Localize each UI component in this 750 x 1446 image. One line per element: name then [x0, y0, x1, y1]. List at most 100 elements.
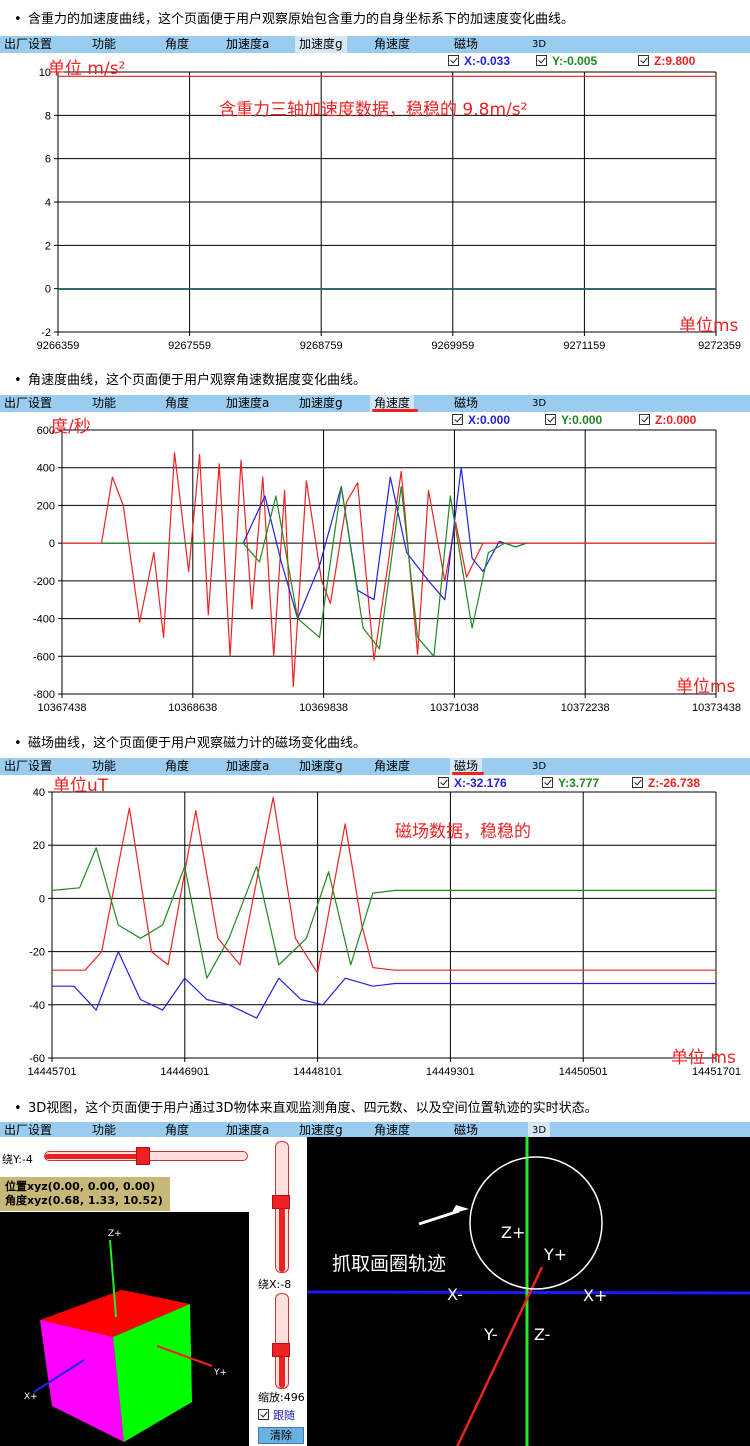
- y-tick-label: -400: [33, 614, 55, 626]
- annotation-unit-y: 单位 m/s²: [48, 59, 126, 79]
- legend-z[interactable]: Z:-26.738: [632, 776, 700, 790]
- x-tick-label: 14451701: [692, 1066, 741, 1078]
- zoom-slider[interactable]: [272, 1293, 290, 1389]
- annotation-unit-y: 单位uT: [53, 776, 109, 796]
- follow-toggle[interactable]: 跟随: [258, 1407, 295, 1423]
- series-line-y: [51, 847, 716, 979]
- tab-accel-a[interactable]: 加速度a: [226, 759, 270, 773]
- tab-magnetic[interactable]: 磁场: [454, 1123, 479, 1137]
- slider-x-label: 绕X:-8: [258, 1278, 292, 1291]
- y-tick-label: 20: [33, 840, 45, 852]
- caption-accel-gravity: • 含重力的加速度曲线，这个页面便于用户观察原始包含重力的自身坐标系下的加速度变化…: [14, 12, 575, 27]
- caption-magnetic: • 磁场曲线，这个页面便于用户观察磁力计的磁场变化曲线。: [14, 736, 367, 751]
- x-tick-label: 9272359: [698, 340, 741, 352]
- y-tick-label: 0: [49, 538, 55, 550]
- annotation-note: 磁场数据，稳稳的: [395, 822, 531, 842]
- tab-accel-g[interactable]: 加速度g: [299, 1123, 343, 1137]
- slider-y-label: 绕Y:-4: [2, 1153, 33, 1166]
- tab-factory-settings[interactable]: 出厂设置: [4, 396, 53, 410]
- rotate-y-slider[interactable]: [44, 1147, 248, 1165]
- checkbox-x[interactable]: [452, 414, 463, 425]
- tab-angle[interactable]: 角度: [165, 759, 190, 773]
- y-tick-label: -200: [33, 576, 55, 588]
- tab-accel-a[interactable]: 加速度a: [226, 1123, 270, 1137]
- tab-function[interactable]: 功能: [92, 1123, 117, 1137]
- info-box: 位置xyz(0.00, 0.00, 0.00) 角度xyz(0.68, 1.33…: [0, 1177, 170, 1211]
- checkbox-x[interactable]: [438, 777, 449, 788]
- y-tick-label: 200: [37, 500, 55, 512]
- checkbox-y[interactable]: [536, 55, 547, 66]
- series-line-z: [52, 796, 716, 974]
- legend-y[interactable]: Y:3.777: [542, 776, 599, 790]
- x-tick-label: 14450501: [559, 1066, 608, 1078]
- tab-3d[interactable]: 3D: [532, 761, 547, 772]
- legend-y[interactable]: Y:-0.005: [536, 54, 597, 68]
- tab-function[interactable]: 功能: [92, 396, 117, 410]
- annotation-note: 含重力三轴加速度数据，稳稳的 9.8m/s²: [219, 100, 528, 120]
- tab-function[interactable]: 功能: [92, 37, 117, 51]
- tab-accel-a[interactable]: 加速度a: [226, 396, 270, 410]
- legend-x[interactable]: X:0.000: [452, 413, 510, 427]
- checkbox-z[interactable]: [632, 777, 643, 788]
- checkbox-x[interactable]: [448, 55, 459, 66]
- chart-panel-accel-gravity: 10 8 6 4 2 0 -2 9266359 9267559 9268759 9269959 927…: [0, 53, 750, 355]
- tab-3d[interactable]: 3D: [528, 1122, 551, 1139]
- y-tick-label: 400: [37, 463, 55, 475]
- x-tick-label: 10372238: [561, 702, 610, 714]
- x-tick-label: 9269959: [431, 340, 474, 352]
- tab-gyro[interactable]: 角速度: [374, 1123, 411, 1137]
- world-axis-y: [456, 1266, 544, 1446]
- legend-x[interactable]: X:-32.176: [438, 776, 507, 790]
- tab-3d[interactable]: 3D: [532, 398, 547, 409]
- x-tick-label: 14445701: [28, 1066, 77, 1078]
- tab-magnetic[interactable]: 磁场: [454, 396, 479, 410]
- position-readout: 位置xyz(0.00, 0.00, 0.00): [5, 1180, 156, 1193]
- y-tick-label: -60: [29, 1053, 45, 1065]
- tab-gyro[interactable]: 角速度: [374, 37, 411, 51]
- tab-gyro[interactable]: 角速度: [370, 395, 415, 412]
- y-tick-label: -600: [33, 651, 55, 663]
- tab-angle[interactable]: 角度: [165, 1123, 190, 1137]
- checkbox-z[interactable]: [638, 55, 649, 66]
- control-area: 绕Y:-4 位置xyz(0.00, 0.00, 0.00) 角度xyz(0.68…: [0, 1137, 307, 1446]
- checkbox-y[interactable]: [545, 414, 556, 425]
- tab-magnetic[interactable]: 磁场: [450, 758, 483, 775]
- tab-accel-g[interactable]: 加速度g: [299, 759, 343, 773]
- annotation-unit-y: 度/秒: [51, 417, 91, 437]
- x-tick-label: 9271159: [563, 340, 605, 352]
- tab-accel-a[interactable]: 加速度a: [226, 37, 270, 51]
- tab-gyro[interactable]: 角速度: [374, 759, 411, 773]
- slider-thumb[interactable]: [136, 1147, 151, 1165]
- tab-factory-settings[interactable]: 出厂设置: [4, 37, 53, 51]
- x-tick-label: 14448101: [293, 1066, 342, 1078]
- checkbox-z[interactable]: [639, 414, 650, 425]
- y-tick-label: -2: [41, 327, 51, 339]
- legend-z[interactable]: Z:9.800: [638, 54, 695, 68]
- x-tick-label: 10367438: [38, 702, 87, 714]
- tab-3d[interactable]: 3D: [532, 39, 547, 50]
- legend-z[interactable]: Z:0.000: [639, 413, 696, 427]
- tab-accel-g[interactable]: 加速度g: [299, 396, 343, 410]
- tab-accel-g[interactable]: 加速度g: [295, 36, 347, 53]
- trajectory-view[interactable]: Z+ Y+ X- X+ Y- Z- 抓取画圈轨迹: [307, 1137, 750, 1446]
- tab-function[interactable]: 功能: [92, 759, 117, 773]
- rotate-x-slider[interactable]: [272, 1141, 290, 1273]
- follow-checkbox[interactable]: [258, 1409, 269, 1420]
- slider-thumb[interactable]: [272, 1195, 290, 1210]
- cube-view[interactable]: Z+ Y+ X+: [0, 1212, 249, 1446]
- tab-factory-settings[interactable]: 出厂设置: [4, 759, 53, 773]
- legend-y[interactable]: Y:0.000: [545, 413, 602, 427]
- chart-panel-magnetic: 40 20 0 -20 -40 -60 14445701 14446901 14448101 14…: [0, 775, 750, 1085]
- checkbox-y[interactable]: [542, 777, 553, 788]
- tab-angle[interactable]: 角度: [165, 396, 190, 410]
- slider-fill: [279, 1350, 285, 1388]
- cube-left-face: [40, 1320, 124, 1442]
- clear-button[interactable]: 清除: [258, 1427, 304, 1444]
- slider-thumb[interactable]: [272, 1343, 290, 1358]
- tab-factory-settings[interactable]: 出厂设置: [4, 1123, 53, 1137]
- tab-angle[interactable]: 角度: [165, 37, 190, 51]
- legend-x[interactable]: X:-0.033: [448, 54, 510, 68]
- y-tick-label: 40: [33, 787, 45, 799]
- tab-magnetic[interactable]: 磁场: [454, 37, 479, 51]
- menu-bar: 出厂设置 功能 角度 加速度a 加速度g 角速度 磁场 3D: [0, 36, 750, 53]
